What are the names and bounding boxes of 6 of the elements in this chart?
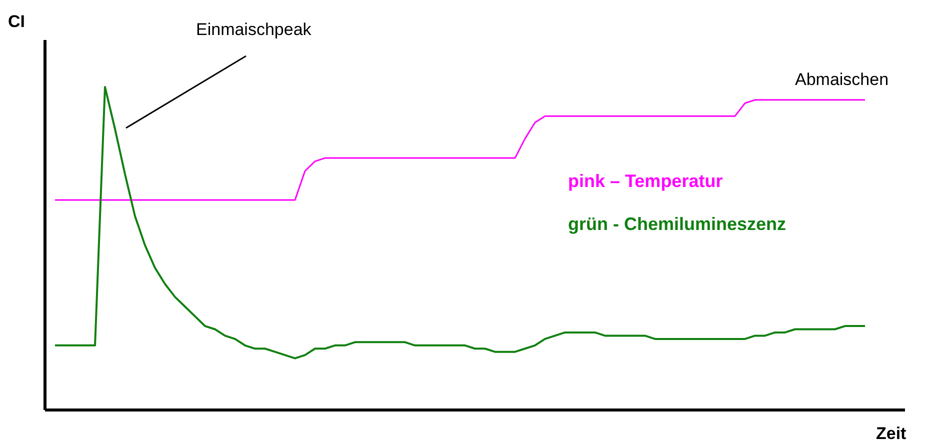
text: grün - Chemilumineszenz bbox=[568, 214, 786, 235]
y-axis-title: CI bbox=[8, 12, 25, 32]
text: Einmaischpeak bbox=[196, 20, 312, 40]
x-axis-title: Zeit bbox=[876, 424, 906, 444]
text: pink – Temperatur bbox=[568, 171, 723, 192]
annotation: Abmaischen bbox=[795, 70, 889, 90]
